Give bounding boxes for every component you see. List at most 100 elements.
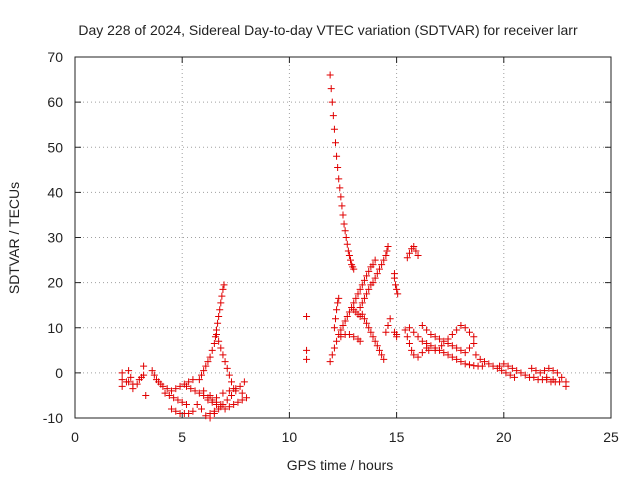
data-point-marker <box>423 344 431 352</box>
data-point-marker <box>472 351 480 359</box>
data-point-marker <box>240 378 248 386</box>
data-point-marker <box>350 265 358 273</box>
data-point-marker <box>414 333 422 341</box>
data-point-marker <box>206 391 214 399</box>
data-point-marker <box>125 367 133 375</box>
data-point-marker <box>431 346 439 354</box>
data-point-marker <box>410 351 418 359</box>
data-point-marker <box>202 362 210 370</box>
data-point-marker <box>331 139 339 147</box>
data-point-marker <box>344 247 352 255</box>
data-point-marker <box>230 400 238 408</box>
data-point-marker <box>461 324 469 332</box>
data-point-marker <box>217 344 225 352</box>
data-point-marker <box>335 175 343 183</box>
data-point-marker <box>340 220 348 228</box>
data-point-marker <box>341 317 349 325</box>
data-point-marker <box>195 376 203 384</box>
data-point-marker <box>470 340 478 348</box>
data-point-marker <box>556 378 564 386</box>
data-point-marker <box>170 394 178 402</box>
data-point-marker <box>457 346 465 354</box>
data-point-marker <box>405 324 413 332</box>
data-point-marker <box>326 358 334 366</box>
data-point-marker <box>427 331 435 339</box>
data-point-marker <box>329 112 337 120</box>
data-point-marker <box>562 382 570 390</box>
x-tick-label: 20 <box>496 429 512 445</box>
data-point-marker <box>228 378 236 386</box>
data-point-marker <box>506 371 514 379</box>
data-point-marker <box>189 376 197 384</box>
data-point-marker <box>341 227 349 235</box>
data-point-marker <box>238 396 246 404</box>
data-point-marker <box>159 382 167 390</box>
data-point-marker <box>371 337 379 345</box>
data-point-marker <box>476 355 484 363</box>
data-point-marker <box>465 344 473 352</box>
data-point-marker <box>392 281 400 289</box>
data-point-marker <box>197 371 205 379</box>
data-point-marker <box>339 211 347 219</box>
data-point-marker <box>360 294 368 302</box>
data-point-marker <box>403 333 411 341</box>
data-point-marker <box>375 346 383 354</box>
data-point-marker <box>206 353 214 361</box>
data-point-marker <box>440 337 448 345</box>
data-point-marker <box>508 364 516 372</box>
y-tick-labels: -10 0 10 20 30 40 50 60 70 <box>43 49 63 426</box>
data-point-marker <box>176 382 184 390</box>
x-tick-label: 10 <box>282 429 298 445</box>
data-point-marker <box>215 405 223 413</box>
data-point-marker <box>333 306 341 314</box>
data-point-marker <box>354 290 362 298</box>
data-point-marker <box>363 290 371 298</box>
data-point-marker <box>347 256 355 264</box>
data-point-marker <box>528 364 536 372</box>
data-point-marker <box>444 351 452 359</box>
data-point-marker <box>118 382 126 390</box>
data-point-marker <box>405 249 413 257</box>
data-point-marker <box>371 274 379 282</box>
data-point-marker <box>356 312 364 320</box>
data-point-marker <box>358 281 366 289</box>
data-point-marker <box>412 247 420 255</box>
data-point-marker <box>327 85 335 93</box>
data-point-marker <box>167 387 175 395</box>
data-point-marker <box>336 184 344 192</box>
data-point-marker <box>465 361 473 369</box>
data-point-marker <box>195 389 203 397</box>
data-point-marker <box>334 299 342 307</box>
data-point-marker <box>330 344 338 352</box>
data-point-marker <box>220 281 228 289</box>
data-point-marker <box>380 355 388 363</box>
y-tick-label: 50 <box>47 139 63 155</box>
data-point-marker <box>440 349 448 357</box>
data-point-marker <box>326 71 334 79</box>
data-point-marker <box>435 335 443 343</box>
data-point-marker <box>148 367 156 375</box>
data-point-marker <box>489 362 497 370</box>
data-point-marker <box>358 299 366 307</box>
data-point-marker <box>193 400 201 408</box>
data-point-marker <box>140 371 148 379</box>
data-point-marker <box>142 391 150 399</box>
data-point-marker <box>303 312 311 320</box>
data-point-marker <box>219 400 227 408</box>
data-point-marker <box>129 380 137 388</box>
data-point-marker <box>423 326 431 334</box>
data-point-marker <box>161 389 169 397</box>
data-point-marker <box>350 299 358 307</box>
data-point-marker <box>338 202 346 210</box>
data-point-marker <box>182 382 190 390</box>
x-tick-label: 15 <box>389 429 405 445</box>
data-point-marker <box>334 164 342 172</box>
data-point-marker <box>401 326 409 334</box>
data-point-marker <box>418 337 426 345</box>
data-point-marker <box>390 270 398 278</box>
data-point-marker <box>448 353 456 361</box>
data-point-marker <box>197 405 205 413</box>
data-point-marker <box>431 333 439 341</box>
data-point-marker <box>444 335 452 343</box>
data-point-marker <box>481 358 489 366</box>
